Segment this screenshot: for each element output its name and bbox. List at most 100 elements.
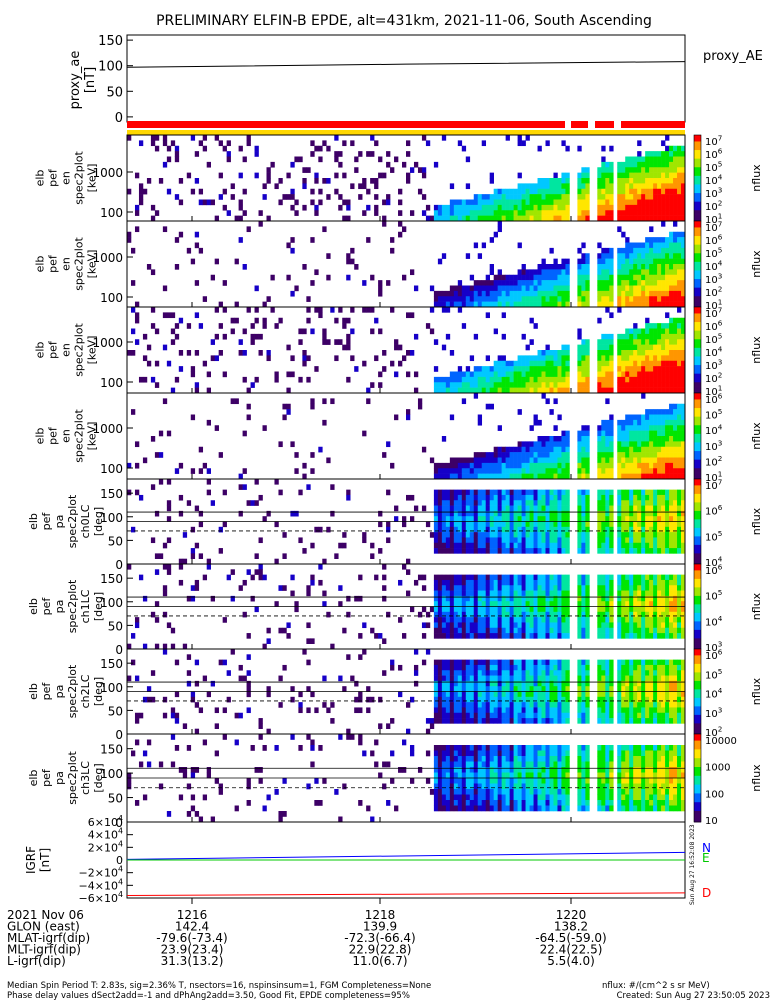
spectrogram-cell [485, 611, 490, 618]
spectrogram-cell [386, 489, 391, 496]
spectrogram-cell [617, 290, 622, 297]
spectrogram-cell [561, 360, 566, 367]
spectrogram-cell [661, 269, 666, 276]
spectrogram-cell [585, 452, 590, 458]
spectrogram-cell [553, 172, 558, 179]
colorbar-cell [694, 283, 701, 286]
spectrogram-cell [637, 151, 642, 157]
colorbar-cell [694, 574, 701, 578]
spectrogram-cell [637, 500, 642, 506]
spectrogram-cell [138, 183, 144, 190]
spectrogram-cell [537, 457, 542, 464]
spectrogram-cell [162, 590, 168, 597]
spectrogram-cell [457, 376, 463, 383]
spectrogram-cell [445, 712, 451, 719]
spectrogram-cell [597, 376, 602, 383]
spectrogram-cell [581, 542, 586, 549]
colorbar-cell [694, 324, 701, 327]
spectrogram-cell [378, 521, 383, 528]
spectrogram-cell [254, 376, 259, 383]
colorbar-tick-label: 106 [705, 392, 723, 407]
spectrogram-cell [609, 574, 614, 581]
colorbar-cell [694, 632, 701, 635]
spectrogram-cell [617, 526, 622, 533]
spectrogram-cell [561, 178, 566, 184]
spectrogram-cell [501, 590, 506, 597]
spectrogram-cell [338, 161, 343, 168]
spectrogram-cell [521, 633, 526, 639]
spectrogram-cell [581, 264, 586, 270]
spectrogram-cell [461, 505, 467, 512]
spectrogram-cell [549, 462, 554, 469]
spectrogram-cell [453, 494, 459, 501]
colorbar-label: nflux [750, 422, 763, 450]
spectrogram-cell [653, 188, 658, 195]
spectrogram-cell [433, 702, 439, 708]
spectrogram-cell [461, 285, 467, 292]
spectrogram-cell [641, 462, 646, 469]
spectrogram-cell [577, 473, 582, 480]
spectrogram-cell [473, 301, 479, 308]
spectrogram-cell [641, 548, 646, 554]
spectrogram-cell [649, 419, 654, 426]
spectrogram-cell [521, 210, 526, 216]
spectrogram-cell [657, 510, 662, 517]
spectrogram-cell [493, 548, 498, 554]
spectrogram-cell [298, 537, 303, 544]
spectrogram-cell [525, 670, 530, 676]
spectrogram-cell [290, 290, 295, 297]
spectrogram-cell [445, 215, 451, 222]
colorbar-tick-label: 107 [705, 306, 722, 321]
spectrogram-cell [501, 199, 506, 206]
spectrogram-cell [681, 419, 686, 426]
spectrogram-cell [629, 606, 634, 613]
spectrogram-cell [633, 301, 638, 308]
colorbar-cell [694, 515, 701, 518]
spectrogram-cell [585, 371, 590, 378]
spectrogram-cell [513, 601, 518, 607]
spectrogram-cell [617, 574, 622, 581]
spectrogram-cell [477, 595, 483, 602]
spectrogram-cell [433, 339, 439, 345]
colorbar-cell [694, 587, 701, 590]
spectrogram-cell [521, 280, 526, 286]
spectrogram-cell [649, 489, 654, 496]
spectrogram-cell [653, 601, 658, 607]
spectrogram-cell [633, 253, 638, 259]
spectrogram-cell [665, 462, 670, 469]
spectrogram-cell [521, 532, 526, 538]
spectrogram-cell [473, 296, 479, 302]
spectrogram-cell [665, 269, 670, 276]
spectrogram-cell [529, 387, 534, 394]
spectrogram-cell [270, 274, 275, 281]
spectrogram-cell [645, 468, 650, 474]
spectrogram-cell [673, 231, 678, 238]
spectrogram-cell [497, 585, 502, 591]
colorbar-cell [694, 304, 701, 308]
spectrogram-cell [673, 317, 678, 324]
spectrogram-cell [374, 204, 379, 211]
spectrogram-cell [677, 457, 682, 464]
spectrogram-cell [374, 194, 379, 200]
spectrogram-cell [621, 457, 626, 464]
spectrogram-cell [477, 548, 483, 554]
spectrogram-cell [577, 633, 582, 639]
spectrogram-cell [565, 274, 570, 281]
spectrogram-cell [653, 183, 658, 190]
spectrogram-cell [453, 457, 459, 464]
spectrogram-cell [429, 285, 435, 292]
spectrogram-cell [441, 670, 447, 676]
spectrogram-cell [681, 510, 686, 517]
spectrogram-cell [553, 500, 558, 506]
spectrogram-cell [457, 622, 463, 629]
spectrogram-cell [505, 707, 510, 714]
spectrogram-cell [677, 178, 682, 184]
spectrogram-cell [485, 382, 490, 388]
spectrogram-cell [581, 253, 586, 259]
spectrogram-cell [545, 542, 550, 549]
spectrogram-cell [597, 542, 602, 549]
spectrogram-cell [681, 355, 686, 362]
spectrogram-cell [621, 510, 626, 517]
spectrogram-cell [374, 633, 379, 639]
spectrogram-cell [282, 585, 287, 591]
